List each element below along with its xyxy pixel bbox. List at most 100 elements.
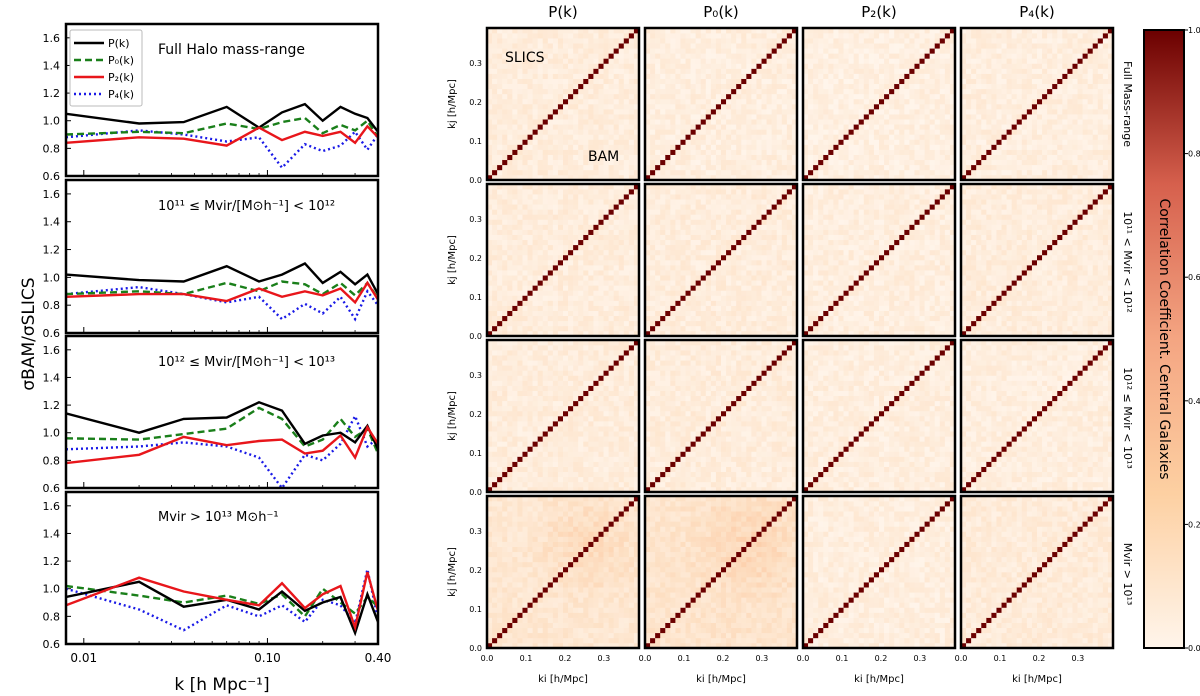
- heatmap-cell: [909, 154, 915, 161]
- heatmap-cell: [884, 149, 890, 155]
- heatmap-cell: [803, 53, 809, 59]
- heatmap-cell: [588, 214, 594, 220]
- heatmap-cell: [966, 149, 972, 155]
- series-p2k-line: [66, 124, 378, 147]
- heatmap-cell: [552, 285, 559, 291]
- heatmap-cell: [791, 139, 798, 145]
- heatmap-cell: [803, 78, 809, 85]
- heatmap-cell: [1016, 104, 1023, 110]
- heatmap-cell: [675, 204, 681, 210]
- heatmap-cell: [904, 164, 910, 171]
- heatmap-cell: [1077, 134, 1083, 140]
- heatmap-cell: [853, 88, 860, 95]
- heatmap-cell: [583, 280, 589, 286]
- heatmap-cell: [961, 68, 967, 74]
- series-pk-line: [66, 401, 378, 450]
- heatmap-cell: [776, 129, 783, 135]
- heatmap-cell: [623, 290, 630, 296]
- heatmap-cell: [726, 154, 732, 161]
- heatmap-cell: [557, 33, 564, 39]
- heatmap-cell: [1026, 119, 1033, 125]
- heatmap-cell: [557, 239, 564, 246]
- heatmap-cell: [1097, 53, 1104, 59]
- heatmap-cell: [1107, 164, 1114, 171]
- heatmap-cell: [715, 119, 722, 125]
- heatmap-cell: [766, 73, 772, 79]
- heatmap-cell: [833, 88, 839, 95]
- heatmap-cell: [929, 88, 936, 95]
- heatmap-cell: [680, 189, 686, 195]
- heatmap-cell: [527, 134, 533, 140]
- heatmap-cell: [532, 239, 538, 246]
- heatmap-cell: [650, 38, 656, 44]
- heatmap-cell: [547, 270, 554, 276]
- heatmap-cell: [1057, 109, 1063, 115]
- heatmap-cell: [776, 149, 783, 155]
- heatmap-cell: [527, 295, 533, 301]
- heatmap-cell: [731, 124, 737, 130]
- heatmap-cell: [690, 280, 696, 286]
- heatmap-cell: [633, 280, 640, 286]
- heatmap-cell: [1107, 98, 1114, 105]
- heatmap-cell: [522, 249, 528, 256]
- heatmap-cell: [655, 58, 661, 64]
- heatmap-cell: [618, 219, 625, 225]
- heatmap-cell: [623, 219, 630, 225]
- heatmap-cell: [507, 159, 513, 166]
- line-subplot-frame: [64, 334, 380, 490]
- heatmap-cell: [552, 58, 559, 64]
- heatmap-cell: [828, 129, 834, 135]
- heatmap-cell: [1062, 169, 1068, 176]
- heatmap-cell: [924, 124, 930, 130]
- heatmap-cell: [909, 43, 915, 49]
- heatmap-cell: [853, 149, 860, 155]
- heatmap-cell: [726, 58, 732, 64]
- heatmap-cell: [1092, 63, 1099, 69]
- heatmap-cell: [583, 104, 589, 110]
- heatmap-cell: [537, 270, 544, 276]
- heatmap-cell: [741, 58, 747, 64]
- heatmap-cell: [690, 109, 696, 115]
- heatmap-cell: [868, 139, 875, 145]
- heatmap-cell: [848, 53, 854, 59]
- heatmap-cell: [517, 129, 523, 135]
- heatmap-cell: [552, 28, 559, 34]
- heatmap-cell: [934, 159, 941, 166]
- heatmap-cell: [598, 224, 604, 230]
- heatmap-cell: [593, 58, 599, 64]
- heatmap-cell: [665, 305, 671, 311]
- heatmap-cell: [1006, 43, 1012, 49]
- heatmap-cell: [848, 129, 854, 135]
- heatmap-cell: [507, 214, 513, 220]
- heatmap-cell: [685, 93, 691, 100]
- heatmap-cell: [608, 119, 614, 125]
- heatmap-cell: [700, 33, 707, 39]
- heatmap-cell: [808, 174, 814, 181]
- heatmap-cell: [650, 159, 656, 166]
- heatmap-cell: [517, 315, 523, 322]
- heatmap-cell: [608, 53, 614, 59]
- heatmap-cell: [939, 33, 946, 39]
- heatmap-cell: [731, 73, 737, 79]
- heatmap-cell: [680, 270, 686, 276]
- heatmap-cell: [598, 229, 604, 235]
- heatmap-cell: [537, 63, 544, 69]
- heatmap-cell: [557, 129, 564, 135]
- heatmap-cell: [497, 224, 503, 230]
- heatmap-cell: [721, 169, 727, 176]
- heatmap-cell: [522, 254, 528, 261]
- heatmap-cell: [919, 53, 925, 59]
- heatmap-ytick: 0.0: [469, 332, 482, 341]
- heatmap-cell: [833, 104, 839, 110]
- heatmap-cell: [843, 154, 849, 161]
- heatmap-cell: [1006, 164, 1012, 171]
- heatmap-cell: [1031, 98, 1038, 105]
- heatmap-cell: [537, 73, 544, 79]
- heatmap-cell: [502, 189, 508, 195]
- heatmap-cell: [731, 109, 737, 115]
- heatmap-cell: [1052, 98, 1058, 105]
- heatmap-cell: [568, 174, 574, 181]
- heatmap-cell: [695, 310, 702, 317]
- heatmap-cell: [823, 129, 829, 135]
- heatmap-cell: [598, 124, 604, 130]
